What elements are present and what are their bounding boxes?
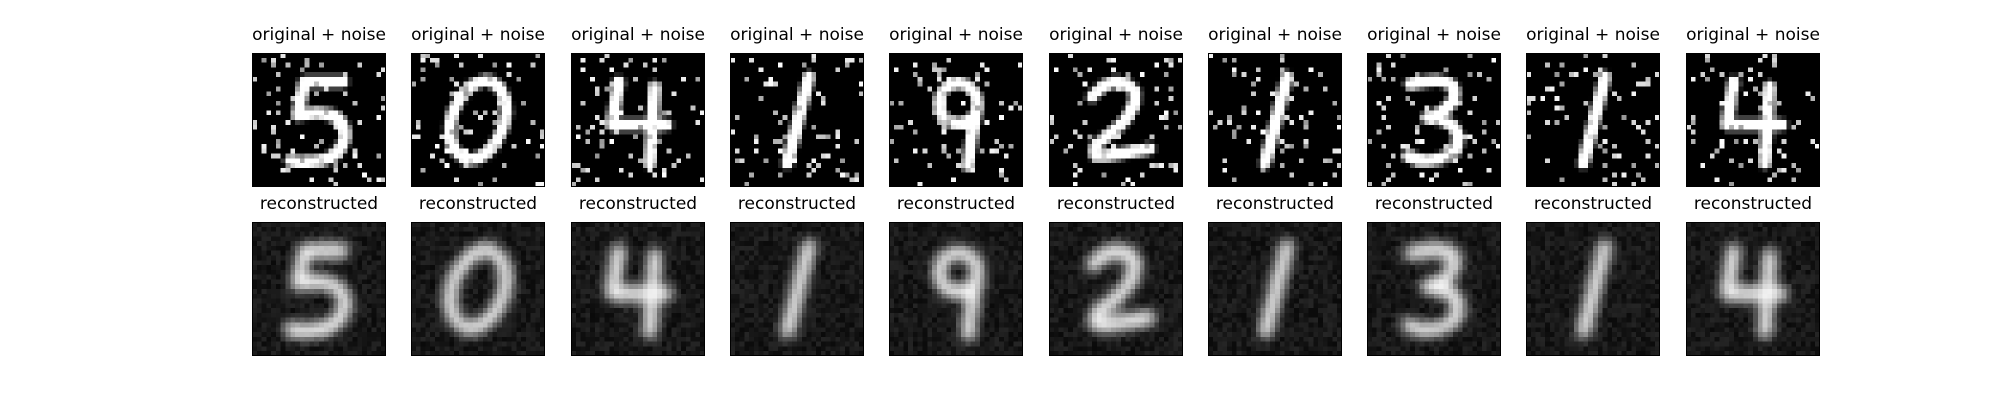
reconstructed-digit-image-3 (571, 222, 705, 356)
digit-canvas (571, 222, 705, 356)
reconstructed-digit-image-9 (1526, 222, 1660, 356)
noisy-title-9: original + noise (1526, 25, 1660, 45)
reconstructed-title-9: reconstructed (1533, 194, 1653, 214)
reconstructed-digit-image-2 (411, 222, 545, 356)
digit-canvas (730, 222, 864, 356)
reconstructed-title-6: reconstructed (1056, 194, 1176, 214)
reconstructed-title-5: reconstructed (896, 194, 1016, 214)
reconstructed-digit-image-7 (1208, 222, 1342, 356)
noisy-title-5: original + noise (889, 25, 1023, 45)
digit-canvas (411, 222, 545, 356)
reconstructed-title-2: reconstructed (418, 194, 538, 214)
digit-canvas (1526, 53, 1660, 187)
reconstructed-digit-image-8 (1367, 222, 1501, 356)
noisy-title-2: original + noise (411, 25, 545, 45)
reconstructed-title-10: reconstructed (1693, 194, 1813, 214)
noisy-digit-image-2 (411, 53, 545, 187)
reconstructed-digit-image-5 (889, 222, 1023, 356)
noisy-title-8: original + noise (1367, 25, 1501, 45)
reconstructed-digit-image-1 (252, 222, 386, 356)
digit-canvas (730, 53, 864, 187)
reconstructed-title-3: reconstructed (578, 194, 698, 214)
digit-canvas (1208, 53, 1342, 187)
digit-canvas (571, 53, 705, 187)
noisy-title-10: original + noise (1686, 25, 1820, 45)
digit-canvas (889, 222, 1023, 356)
digit-canvas (252, 53, 386, 187)
digit-canvas (1367, 222, 1501, 356)
digit-canvas (252, 222, 386, 356)
noisy-digit-image-6 (1049, 53, 1183, 187)
digit-canvas (1049, 222, 1183, 356)
noisy-digit-image-3 (571, 53, 705, 187)
reconstructed-title-1: reconstructed (259, 194, 379, 214)
digit-canvas (1526, 222, 1660, 356)
reconstructed-digit-image-6 (1049, 222, 1183, 356)
noisy-title-6: original + noise (1049, 25, 1183, 45)
reconstructed-title-4: reconstructed (737, 194, 857, 214)
digit-canvas (1049, 53, 1183, 187)
reconstructed-digit-image-10 (1686, 222, 1820, 356)
noisy-digit-image-1 (252, 53, 386, 187)
noisy-digit-image-5 (889, 53, 1023, 187)
noisy-digit-image-9 (1526, 53, 1660, 187)
noisy-digit-image-7 (1208, 53, 1342, 187)
noisy-title-7: original + noise (1208, 25, 1342, 45)
noisy-digit-image-8 (1367, 53, 1501, 187)
digit-canvas (1208, 222, 1342, 356)
digit-canvas (1367, 53, 1501, 187)
reconstructed-digit-image-4 (730, 222, 864, 356)
noisy-title-4: original + noise (730, 25, 864, 45)
noisy-title-1: original + noise (252, 25, 386, 45)
digit-canvas (1686, 222, 1820, 356)
noisy-title-3: original + noise (571, 25, 705, 45)
digit-canvas (411, 53, 545, 187)
noisy-digit-image-4 (730, 53, 864, 187)
digit-canvas (889, 53, 1023, 187)
noisy-digit-image-10 (1686, 53, 1820, 187)
reconstructed-title-8: reconstructed (1374, 194, 1494, 214)
digit-canvas (1686, 53, 1820, 187)
reconstructed-title-7: reconstructed (1215, 194, 1335, 214)
